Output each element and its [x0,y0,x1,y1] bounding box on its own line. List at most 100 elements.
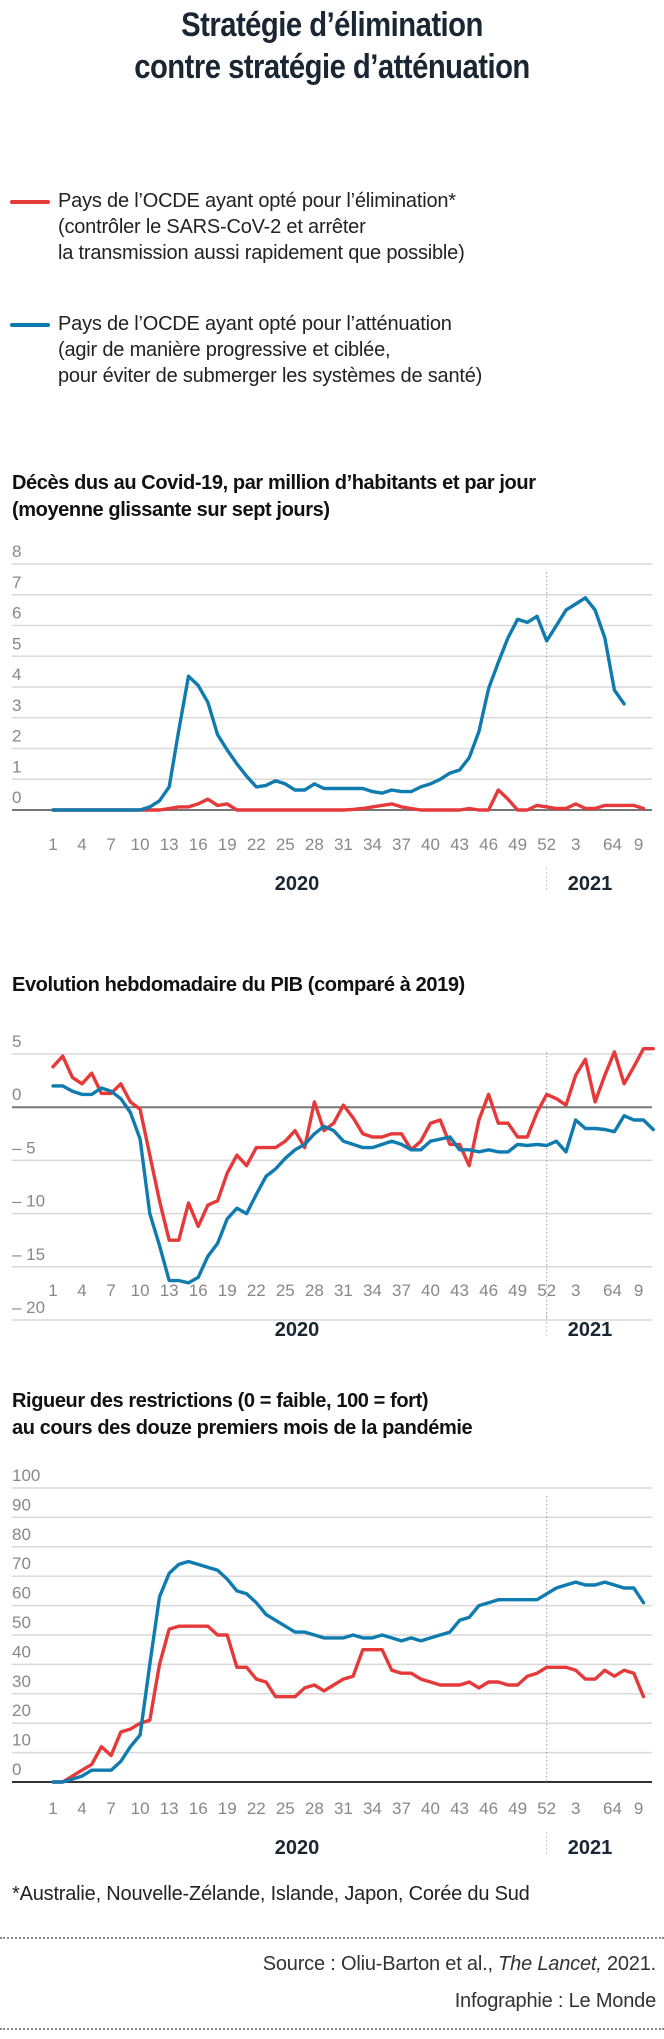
x-tick-label: 46 [479,1799,498,1818]
divider-top [0,1937,664,1939]
x-tick-label: 64 [603,835,622,854]
y-tick-label: – 5 [12,1138,36,1157]
x-tick-label: 13 [160,835,179,854]
x-tick-label: 49 [508,835,527,854]
x-tick-label: 43 [450,1799,469,1818]
x-tick-label: 40 [421,1799,440,1818]
y-tick-label: 40 [12,1642,31,1661]
x-tick-label: 13 [160,1799,179,1818]
x-tick-label: 1 [48,835,57,854]
series-line-elimination [51,788,646,812]
chart-title-restrictions: Rigueur des restrictions (0 = faible, 10… [12,1390,473,1439]
x-tick-label: 3 [571,835,580,854]
y-tick-label: – 10 [12,1192,45,1211]
x-tick-label: 46 [479,1281,498,1300]
chart-title-deaths: Décès dus au Covid-19, par million d’hab… [12,472,536,521]
source-suffix: 2021. [601,1953,656,1975]
x-tick-label: 64 [603,1281,622,1300]
y-tick-label: 0 [12,788,21,807]
x-tick-label: 25 [276,1799,295,1818]
legend-swatch-blue [10,323,50,327]
year-label-2021: 2021 [568,1837,613,1859]
year-label-2021: 2021 [568,1319,613,1340]
x-tick-label: 9 [634,1281,643,1300]
x-tick-label: 7 [106,835,115,854]
title-line-2: contre stratégie d’atténuation [134,48,530,86]
x-tick-label: 46 [479,835,498,854]
x-tick-label: 1 [48,1799,57,1818]
x-tick-label: 37 [392,1281,411,1300]
x-tick-label: 64 [603,1799,622,1818]
y-tick-label: 2 [12,727,21,746]
x-tick-label: 52 [537,1281,556,1300]
year-label-2021: 2021 [568,873,613,895]
y-tick-label: 0 [12,1760,21,1779]
y-tick-label: 80 [12,1525,31,1544]
x-tick-label: 19 [218,1281,237,1300]
y-tick-label: 7 [12,573,21,592]
x-tick-label: 28 [305,1281,324,1300]
y-tick-label: 5 [12,1032,21,1051]
x-tick-label: 25 [276,835,295,854]
x-tick-label: 43 [450,835,469,854]
y-tick-label: 70 [12,1554,31,1573]
legend-label-elimination: Pays de l’OCDE ayant opté pour l’élimina… [58,190,465,264]
x-tick-label: 1 [48,1281,57,1300]
chart-restrictions: 0 10 20 30 40 50 60 70 80 90 100 1 4 7 10 13 16 19 22 25 28 3… [12,1466,652,1859]
x-tick-label: 31 [334,1799,353,1818]
x-tick-label: 19 [218,835,237,854]
x-tick-label: 31 [334,835,353,854]
x-tick-label: 49 [508,1281,527,1300]
series-line-elimination [51,1047,655,1242]
y-tick-label: 5 [12,634,21,653]
x-tick-label: 10 [131,1281,150,1300]
x-tick-label: 40 [421,1281,440,1300]
x-tick-label: 4 [77,1281,86,1300]
chart-gdp: 5 0 – 5 – 10 – 15 – 201 4 7 10 13 16 19 22 25 28 31 34 37… [12,1032,655,1340]
x-tick-label: 9 [634,1799,643,1818]
year-label-2020: 2020 [275,1319,320,1340]
y-tick-label: 90 [12,1495,31,1514]
x-tick-label: 3 [571,1281,580,1300]
infographic-credit: Infographie : Le Monde [454,1990,657,2012]
x-tick-label: 10 [131,1799,150,1818]
x-tick-label: 31 [334,1281,353,1300]
source-prefix: Source : Oliu-Barton et al., [262,1953,499,1975]
x-tick-label: 37 [392,1799,411,1818]
x-tick-label: 28 [305,835,324,854]
x-tick-label: 7 [106,1281,115,1300]
series-line-attenuation [51,1084,655,1285]
x-tick-label: 13 [160,1281,179,1300]
x-tick-label: 34 [363,835,382,854]
y-tick-label: 20 [12,1701,31,1720]
y-tick-label: 60 [12,1584,31,1603]
y-tick-label: 0 [12,1085,21,1104]
x-tick-label: 37 [392,835,411,854]
x-tick-label: 52 [537,835,556,854]
chart-title-gdp: Evolution hebdomadaire du PIB (comparé à… [12,974,465,996]
year-label-2020: 2020 [275,1837,320,1859]
y-tick-label: 6 [12,604,21,623]
source-credit: Source : Oliu-Barton et al., The Lancet,… [263,1953,656,1976]
y-tick-label: 4 [12,665,21,684]
x-tick-label: 43 [450,1281,469,1300]
x-tick-label: 7 [106,1799,115,1818]
x-tick-label: 52 [537,1799,556,1818]
legend-swatch-red [10,200,50,204]
y-tick-label: 100 [12,1466,40,1485]
y-tick-label: 10 [12,1731,31,1750]
x-tick-label: 49 [508,1799,527,1818]
divider-bottom [0,2028,664,2030]
legend-item-elimination: Pays de l’OCDE ayant opté pour l’élimina… [10,188,465,266]
y-tick-label: 1 [12,757,21,776]
x-tick-label: 40 [421,835,440,854]
x-tick-label: 34 [363,1799,382,1818]
year-label-2020: 2020 [275,873,320,895]
x-tick-label: 34 [363,1281,382,1300]
y-tick-label: 8 [12,542,21,561]
series-line-attenuation [51,1559,646,1784]
x-tick-label: 16 [189,1281,208,1300]
x-tick-label: 4 [77,1799,86,1818]
y-tick-label: – 15 [12,1245,45,1264]
